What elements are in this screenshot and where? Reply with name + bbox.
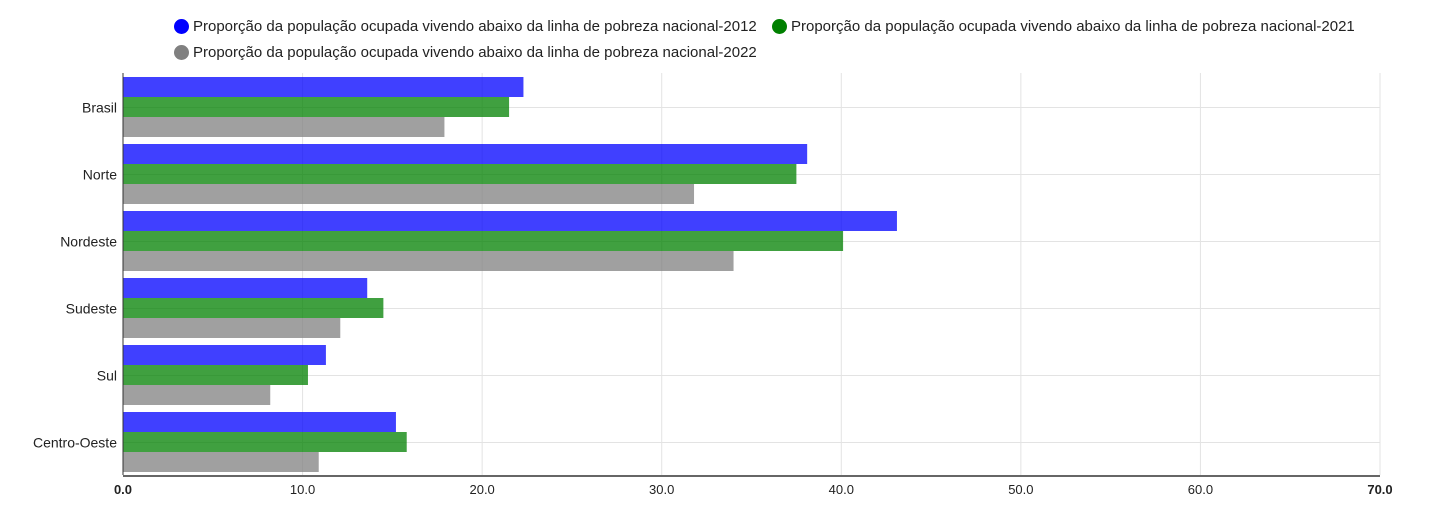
legend-label-2021: Proporção da população ocupada vivendo a… [791, 18, 1355, 35]
legend-item-2012[interactable]: Proporção da população ocupada vivendo a… [174, 18, 757, 35]
bar-norte-2021[interactable] [123, 164, 797, 184]
bar-nordeste-2012[interactable] [123, 211, 897, 231]
category-label: Nordeste [60, 234, 117, 250]
category-label: Sudeste [66, 301, 118, 317]
bar-sul-2022[interactable] [123, 385, 271, 405]
bar-norte-2012[interactable] [123, 144, 808, 164]
legend-label-2022: Proporção da população ocupada vivendo a… [193, 44, 757, 61]
bar-brasil-2021[interactable] [123, 97, 510, 117]
x-tick-label: 60.0 [1188, 482, 1213, 497]
bar-nordeste-2021[interactable] [123, 231, 844, 251]
category-label: Sul [97, 368, 117, 384]
bar-brasil-2012[interactable] [123, 77, 524, 97]
axes [122, 73, 1380, 477]
bar-sudeste-2012[interactable] [123, 278, 368, 298]
x-tick-label: 10.0 [290, 482, 315, 497]
x-tick-label: 30.0 [649, 482, 674, 497]
category-label: Norte [83, 167, 117, 183]
category-label: Centro-Oeste [33, 435, 117, 451]
bar-sul-2021[interactable] [123, 365, 308, 385]
bar-centro-oeste-2022[interactable] [123, 452, 319, 472]
bar-brasil-2022[interactable] [123, 117, 445, 137]
bar-centro-oeste-2021[interactable] [123, 432, 407, 452]
legend-swatch-2021 [772, 19, 787, 34]
bar-sudeste-2022[interactable] [123, 318, 341, 338]
bars [123, 77, 897, 472]
bar-nordeste-2022[interactable] [123, 251, 734, 271]
category-label: Brasil [82, 100, 117, 116]
legend-label-2012: Proporção da população ocupada vivendo a… [193, 18, 757, 35]
x-tick-label: 50.0 [1008, 482, 1033, 497]
bar-sul-2012[interactable] [123, 345, 326, 365]
bar-norte-2022[interactable] [123, 184, 695, 204]
bar-sudeste-2021[interactable] [123, 298, 384, 318]
legend-item-2022[interactable]: Proporção da população ocupada vivendo a… [174, 44, 757, 61]
category-labels: Brasil Norte Nordeste Sudeste Sul Centro-Oest… [33, 100, 117, 451]
legend-item-2021[interactable]: Proporção da população ocupada vivendo a… [772, 18, 1355, 35]
x-tick-label: 40.0 [829, 482, 854, 497]
legend-swatch-2012 [174, 19, 189, 34]
x-tick-label: 20.0 [469, 482, 494, 497]
x-tick-label: 0.0 [114, 482, 132, 497]
tick-labels: 0.0 10.0 20.0 30.0 40.0 50.0 60.0 70.0 [114, 482, 1393, 497]
x-tick-label: 70.0 [1367, 482, 1392, 497]
bar-centro-oeste-2012[interactable] [123, 412, 396, 432]
legend-swatch-2022 [174, 45, 189, 60]
